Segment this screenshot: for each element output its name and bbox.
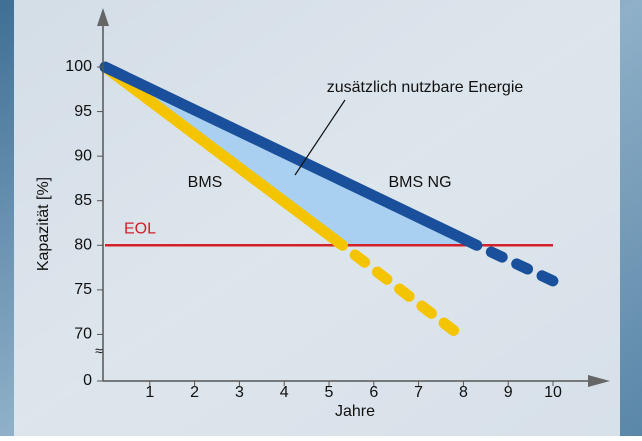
x-tick-label: 1 bbox=[145, 384, 154, 401]
y-tick-label: 85 bbox=[74, 192, 92, 209]
x-tick-label: 10 bbox=[544, 384, 562, 401]
x-tick-label: 8 bbox=[459, 384, 468, 401]
y-tick-label: 75 bbox=[74, 281, 92, 298]
eol-label: EOL bbox=[124, 221, 156, 238]
x-tick-label: 6 bbox=[369, 384, 378, 401]
series-label: BMS NG bbox=[388, 174, 451, 191]
x-tick-label: 5 bbox=[325, 384, 334, 401]
x-tick-label: 9 bbox=[504, 384, 513, 401]
y-tick-label: 70 bbox=[74, 326, 92, 343]
y-tick-label: 80 bbox=[74, 237, 92, 254]
x-axis-label: Jahre bbox=[335, 403, 375, 420]
y-tick-label: 95 bbox=[74, 103, 92, 120]
y-axis-label: Kapazität [%] bbox=[35, 177, 52, 271]
annotation: zusätzlich nutzbare Energie bbox=[327, 79, 524, 96]
axis-break: ≈ bbox=[95, 343, 103, 359]
y-tick-label: 90 bbox=[74, 147, 92, 164]
series-label: BMS bbox=[188, 174, 223, 191]
y-tick-label: 0 bbox=[83, 372, 92, 389]
x-tick-label: 4 bbox=[280, 384, 289, 401]
x-tick-label: 7 bbox=[414, 384, 423, 401]
y-tick-label: 100 bbox=[65, 58, 92, 75]
x-tick-label: 2 bbox=[190, 384, 199, 401]
x-tick-label: 3 bbox=[235, 384, 244, 401]
chart: ≈ Kapazität [%] Jahre BMS BMS NG zusätzl… bbox=[0, 0, 642, 436]
